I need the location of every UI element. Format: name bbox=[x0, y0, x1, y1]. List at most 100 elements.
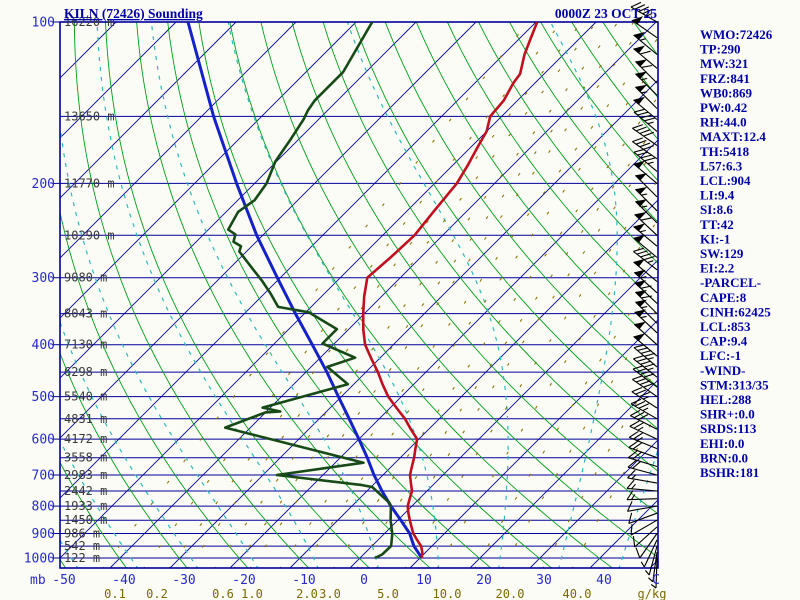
temp-axis-label: -20 bbox=[232, 573, 255, 588]
stat-line: WB0:869 bbox=[700, 85, 753, 100]
stat-line: HEL:288 bbox=[700, 392, 752, 407]
wind-barb bbox=[634, 289, 658, 314]
chart-frame bbox=[52, 21, 659, 569]
pressure-label: 400 bbox=[32, 338, 55, 353]
stat-line: TH:5418 bbox=[700, 144, 750, 159]
chart-title: KILN (72426) Sounding bbox=[64, 6, 203, 21]
wind-barb bbox=[630, 1, 658, 23]
temp-axis-label: 0 bbox=[360, 573, 368, 588]
wind-barb bbox=[631, 16, 658, 39]
wind-barb bbox=[630, 409, 658, 430]
stat-line: -WIND- bbox=[700, 363, 746, 378]
mixing-ratio-axis-label: 10.0 bbox=[433, 587, 462, 600]
altitude-label: 2442 m bbox=[64, 484, 107, 498]
stat-line: EI:2.2 bbox=[700, 261, 734, 276]
stat-line: RH:44.0 bbox=[700, 115, 747, 130]
wind-barb bbox=[634, 59, 658, 84]
wind-barb bbox=[632, 160, 658, 184]
stat-line: SI:8.6 bbox=[700, 202, 733, 217]
wind-barb bbox=[632, 333, 658, 357]
stat-line: LCL:853 bbox=[700, 319, 751, 334]
stat-line: SRDS:113 bbox=[700, 421, 757, 436]
wind-barb bbox=[634, 299, 658, 324]
wind-barb bbox=[633, 148, 658, 172]
wind-barb bbox=[634, 309, 658, 334]
wind-barb bbox=[650, 557, 658, 589]
stat-line: PW:0.42 bbox=[700, 100, 747, 115]
wind-barb bbox=[627, 469, 658, 484]
wind-barb bbox=[630, 398, 658, 420]
stat-line: SHR+:0.0 bbox=[700, 407, 755, 422]
stat-line: WMO:72426 bbox=[700, 27, 773, 42]
wind-barb bbox=[632, 31, 658, 55]
wind-barb bbox=[634, 173, 658, 198]
stat-line: CAP:9.4 bbox=[700, 334, 748, 349]
stat-line: MAXT:12.4 bbox=[700, 129, 766, 144]
wind-barb bbox=[648, 552, 658, 583]
altitude-label: 11770 m bbox=[64, 176, 115, 190]
wind-barb bbox=[632, 96, 658, 120]
altitude-label: 5540 m bbox=[64, 390, 107, 404]
wind-barb bbox=[633, 321, 658, 346]
wind-barb bbox=[634, 212, 658, 236]
mixing-ratio-axis-label: 0.2 bbox=[146, 587, 168, 600]
altitude-label: 1933 m bbox=[64, 499, 107, 513]
pressure-label: 1000 bbox=[24, 552, 55, 567]
wind-barb bbox=[634, 71, 658, 96]
pressure-label: 500 bbox=[32, 390, 55, 405]
wind-barb bbox=[627, 501, 658, 512]
altitude-label: 542 m bbox=[64, 539, 100, 553]
stat-line: LCL:904 bbox=[700, 173, 751, 188]
altitude-label: 8043 m bbox=[64, 307, 107, 321]
altitude-label: 4172 m bbox=[64, 432, 107, 446]
pressure-label: 600 bbox=[32, 433, 55, 448]
wind-barb bbox=[632, 223, 658, 247]
temp-unit-label: C bbox=[652, 573, 660, 588]
pressure-unit-label: mb bbox=[30, 573, 46, 588]
wind-barb bbox=[632, 258, 658, 283]
wind-barb bbox=[633, 108, 658, 132]
stat-line: STM:313/35 bbox=[700, 377, 769, 392]
mixing-ratio-axis-label: 1.0 bbox=[241, 587, 263, 600]
mixing-ratio-axis-label: 40.0 bbox=[563, 587, 592, 600]
wind-barb bbox=[632, 137, 658, 160]
wind-barb bbox=[626, 490, 658, 501]
wind-barb bbox=[634, 199, 658, 224]
temp-axis-label: -50 bbox=[52, 573, 75, 588]
wind-barb-column bbox=[626, 1, 658, 589]
mixing-ratio-axis-label: 3.0 bbox=[319, 587, 341, 600]
temp-axis-label: -10 bbox=[292, 573, 315, 588]
mixing-ratio-axis-label: 5.0 bbox=[377, 587, 399, 600]
wind-barb bbox=[632, 526, 658, 548]
wind-barb bbox=[632, 234, 658, 258]
stat-line: TT:42 bbox=[700, 217, 734, 232]
temp-axis-label: 20 bbox=[476, 573, 492, 588]
temp-axis-label: -40 bbox=[112, 573, 135, 588]
mixing-ratio-axis-label: 0.6 bbox=[212, 587, 234, 600]
wind-barb bbox=[633, 269, 658, 294]
altitude-label: 13650 m bbox=[64, 109, 115, 123]
altitude-label: 9080 m bbox=[64, 271, 107, 285]
stat-line: KI:-1 bbox=[700, 231, 730, 246]
altitude-label: 1450 m bbox=[64, 513, 107, 527]
altitude-label: 16220 m bbox=[64, 15, 115, 29]
temp-axis-label: -30 bbox=[172, 573, 195, 588]
stat-line: SW:129 bbox=[700, 246, 744, 261]
wind-barb bbox=[627, 459, 658, 476]
wind-barb bbox=[631, 386, 658, 409]
wind-barb bbox=[633, 247, 658, 271]
wind-barb bbox=[635, 533, 658, 559]
mixing-ratio-unit-label: g/kg bbox=[638, 587, 667, 600]
stat-line: LFC:-1 bbox=[700, 348, 741, 363]
stat-line: CINH:62425 bbox=[700, 304, 771, 319]
stat-line: MW:321 bbox=[700, 56, 748, 71]
wind-barb bbox=[627, 450, 658, 468]
altitude-label: 10290 m bbox=[64, 228, 115, 242]
altitude-label: 3558 m bbox=[64, 451, 107, 465]
stat-line: BRN:0.0 bbox=[700, 450, 748, 465]
altitude-label: 7130 m bbox=[64, 338, 107, 352]
wind-barb bbox=[634, 84, 658, 109]
